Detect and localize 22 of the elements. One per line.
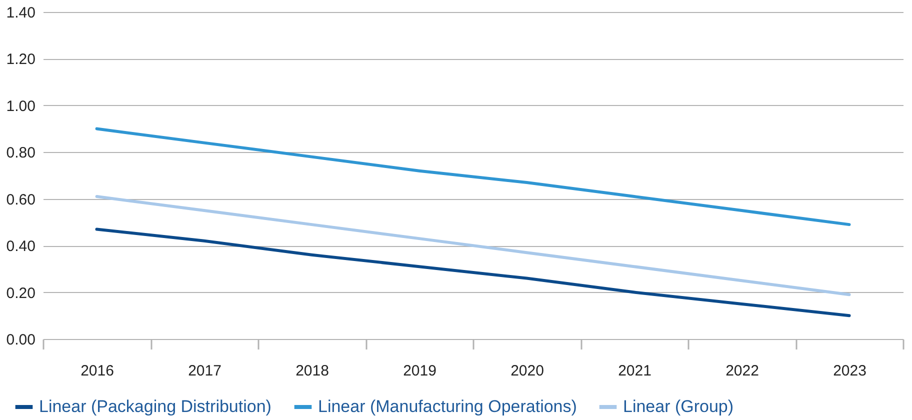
x-tick-label: 2020 — [510, 362, 544, 380]
y-tick-label: 1.20 — [6, 51, 36, 68]
y-tick-label: 0.20 — [6, 284, 36, 302]
y-tick-label: 0.60 — [6, 191, 36, 208]
legend-label: Linear (Manufacturing Operations) — [318, 397, 577, 416]
y-tick-label: 0.00 — [6, 332, 36, 348]
y-tick-label: 1.00 — [6, 98, 36, 115]
x-tick-label: 2022 — [726, 362, 759, 380]
x-tick-label: 2017 — [188, 362, 222, 380]
legend-label: Linear (Packaging Distribution) — [39, 397, 272, 416]
line-series — [95, 127, 851, 226]
x-tick-label: 2021 — [618, 362, 652, 380]
line-series — [95, 228, 851, 318]
y-tick-label: 1.40 — [6, 4, 36, 22]
legend-label: Linear (Group) — [623, 397, 734, 416]
y-tick-label: 0.80 — [6, 144, 36, 162]
x-tick-label: 2016 — [80, 362, 114, 380]
line-series — [95, 195, 851, 296]
x-tick-label: 2023 — [833, 362, 866, 380]
x-tick-label: 2019 — [403, 362, 436, 380]
y-tick-label: 0.40 — [6, 238, 36, 256]
x-tick-label: 2018 — [296, 362, 329, 380]
